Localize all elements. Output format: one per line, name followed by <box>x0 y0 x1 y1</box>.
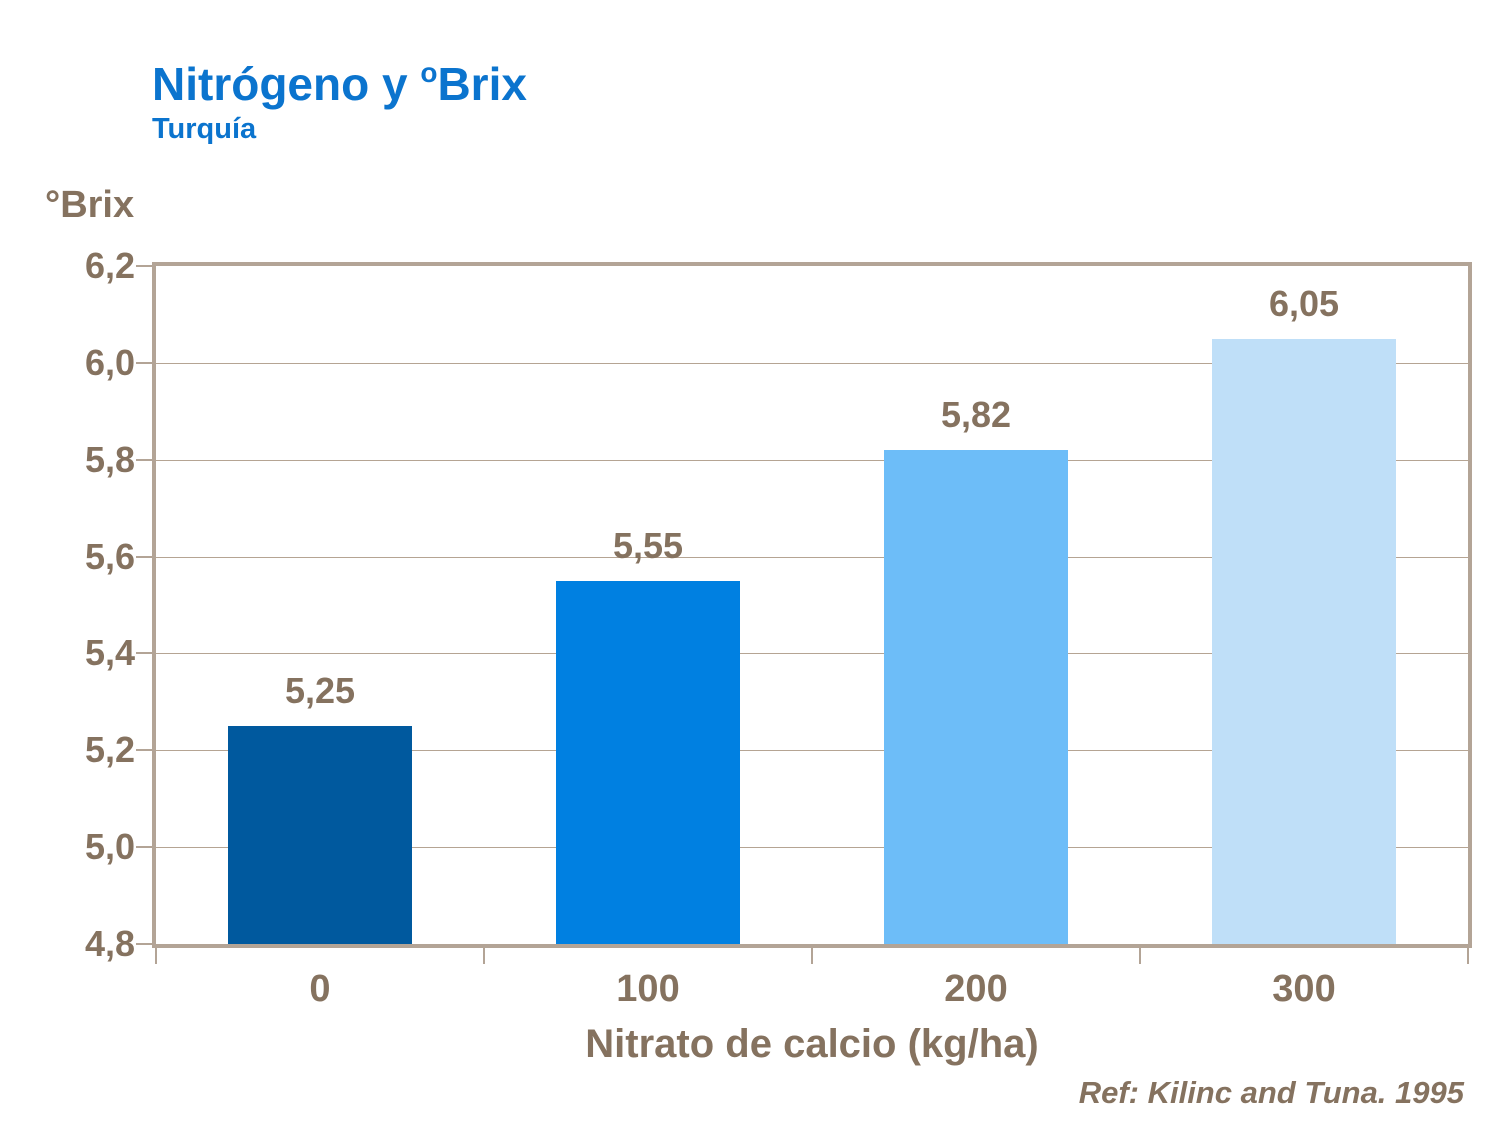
gridline <box>156 460 1468 461</box>
y-tick-label: 6,2 <box>84 245 135 286</box>
x-axis-title: Nitrato de calcio (kg/ha) <box>585 1022 1039 1066</box>
y-tick-label: 5,0 <box>84 826 135 867</box>
y-tick-label: 5,8 <box>84 439 135 480</box>
y-tick-mark <box>136 652 153 654</box>
x-tick-mark <box>811 948 813 964</box>
y-tick-mark <box>136 846 153 848</box>
y-tick-label: 5,2 <box>84 729 135 770</box>
gridline <box>156 750 1468 751</box>
bar-300 <box>1212 339 1396 944</box>
reference-text: Ref: Kilinc and Tuna. 1995 <box>1078 1075 1464 1110</box>
gridline <box>156 363 1468 364</box>
x-category-label: 100 <box>616 968 680 1010</box>
y-tick-mark <box>136 556 153 558</box>
y-tick-label: 6,0 <box>84 342 135 383</box>
y-tick-mark <box>136 362 153 364</box>
gridline <box>156 653 1468 654</box>
y-tick-mark <box>136 943 153 945</box>
x-tick-mark <box>1139 948 1141 964</box>
gridline <box>156 557 1468 558</box>
plot-area: 5,25 5,55 5,82 6,05 <box>152 262 1472 948</box>
x-tick-mark <box>155 948 157 964</box>
x-tick-mark <box>483 948 485 964</box>
bar-100 <box>556 581 740 944</box>
bar-200 <box>884 450 1068 944</box>
chart-title-prefix: Nitrógeno y <box>152 58 421 110</box>
x-tick-mark <box>1467 948 1469 964</box>
chart-title-suffix: Brix <box>437 58 527 110</box>
y-tick-label: 5,6 <box>84 536 135 577</box>
chart-subtitle: Turquía <box>152 112 257 145</box>
y-tick-mark <box>136 265 153 267</box>
chart-title-superscript-o: o <box>420 57 438 88</box>
title-block: Nitrógeno y oBrix Turquía <box>152 57 527 145</box>
bar-0 <box>228 726 412 944</box>
y-tick-mark <box>136 749 153 751</box>
x-category-label: 0 <box>309 968 331 1010</box>
gridline <box>156 847 1468 848</box>
x-category-label: 200 <box>944 968 1008 1010</box>
bar-value-label: 5,82 <box>940 394 1012 435</box>
bar-value-label: 5,55 <box>612 525 684 566</box>
x-category-label: 300 <box>1272 968 1336 1010</box>
y-tick-label: 5,4 <box>84 632 135 673</box>
chart-title: Nitrógeno y oBrix <box>152 57 527 110</box>
bar-value-label: 6,05 <box>1268 283 1340 324</box>
y-axis-title: °Brix <box>45 184 135 226</box>
bar-value-label: 5,25 <box>284 670 356 711</box>
y-tick-mark <box>136 459 153 461</box>
y-tick-label: 4,8 <box>84 923 135 964</box>
